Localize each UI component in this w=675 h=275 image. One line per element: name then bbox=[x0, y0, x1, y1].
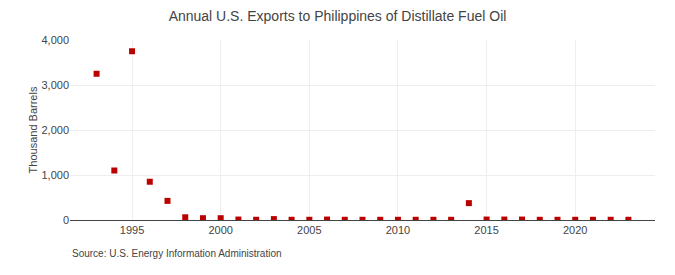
svg-text:4,000: 4,000 bbox=[41, 34, 69, 46]
svg-text:2,000: 2,000 bbox=[41, 124, 69, 136]
svg-text:2005: 2005 bbox=[297, 224, 321, 236]
svg-text:2020: 2020 bbox=[563, 224, 587, 236]
svg-text:0: 0 bbox=[63, 214, 69, 226]
svg-text:3,000: 3,000 bbox=[41, 79, 69, 91]
svg-text:2000: 2000 bbox=[208, 224, 232, 236]
svg-text:Annual U.S. Exports to Philipp: Annual U.S. Exports to Philippines of Di… bbox=[169, 8, 507, 24]
svg-text:2010: 2010 bbox=[386, 224, 410, 236]
svg-text:1995: 1995 bbox=[120, 224, 144, 236]
svg-text:Thousand Barrels: Thousand Barrels bbox=[27, 86, 39, 173]
svg-text:Source: U.S. Energy Informatio: Source: U.S. Energy Information Administ… bbox=[72, 248, 282, 259]
svg-text:1,000: 1,000 bbox=[41, 169, 69, 181]
svg-text:2015: 2015 bbox=[474, 224, 498, 236]
